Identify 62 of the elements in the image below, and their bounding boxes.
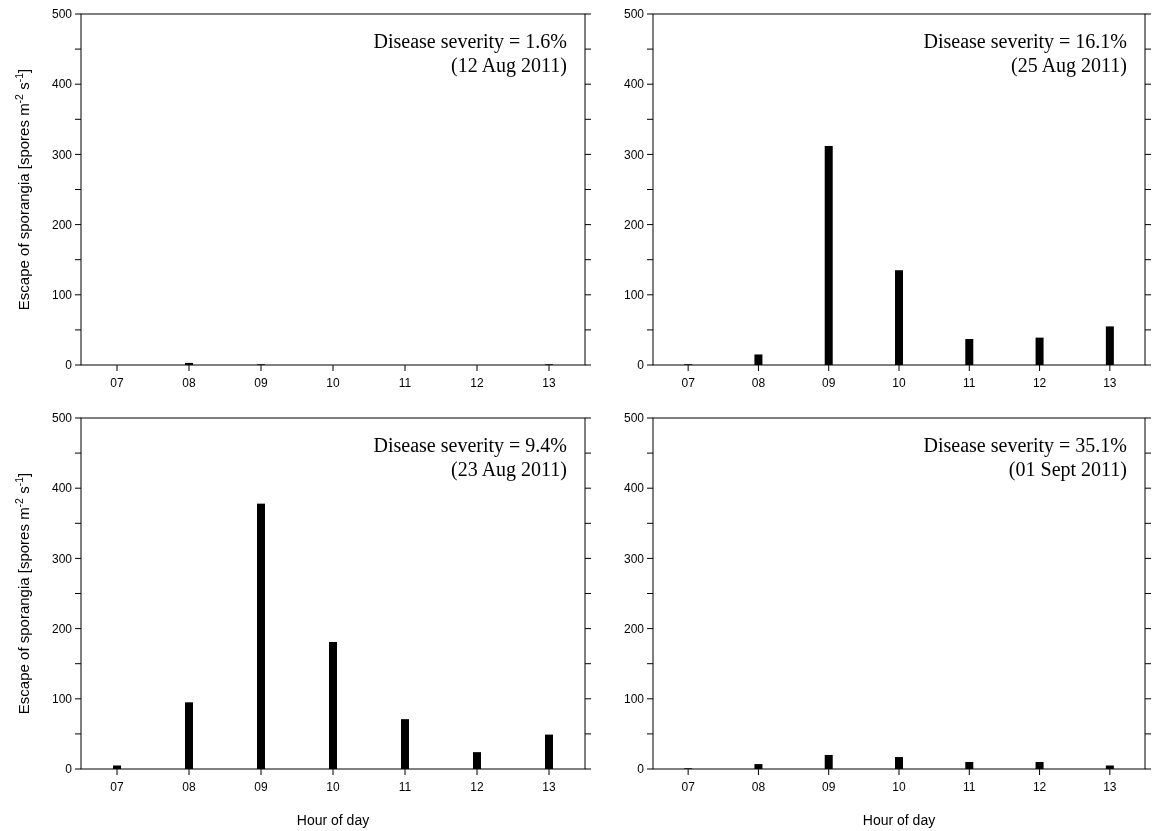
y-tick-label: 0 (65, 358, 73, 373)
y-tick-label: 200 (51, 621, 73, 636)
y-tick-label: 0 (637, 358, 645, 373)
annotation: (25 Aug 2011) (1011, 54, 1127, 77)
y-tick-label: 200 (51, 217, 73, 232)
x-tick-label: 11 (398, 780, 412, 794)
x-tick-label: 10 (326, 780, 340, 794)
y-tick-label: 100 (51, 288, 73, 302)
y-tick-label: 300 (623, 147, 645, 162)
x-tick-label: 13 (542, 780, 556, 794)
x-axis-title: Hour of day (862, 812, 936, 828)
y-tick-label: 500 (51, 7, 73, 22)
x-tick-label: 09 (254, 376, 268, 390)
x-tick-label: 11 (963, 780, 976, 794)
annotation: (01 Sept 2011) (1008, 458, 1127, 481)
y-tick-label: 0 (65, 762, 73, 777)
x-tick-label: 09 (254, 780, 268, 794)
x-tick-label: 09 (822, 780, 836, 794)
annotation: Disease severity = 16.1% (923, 30, 1127, 53)
y-tick-label: 400 (623, 481, 645, 496)
x-tick-label: 13 (1103, 780, 1117, 794)
y-tick-label: 500 (623, 7, 645, 22)
y-tick-label: 300 (51, 147, 73, 162)
x-tick-label: 11 (963, 376, 976, 390)
x-tick-label: 07 (681, 780, 696, 794)
y-tick-label: 400 (51, 481, 73, 496)
x-tick-label: 09 (822, 376, 836, 390)
annotation: Disease severity = 1.6% (373, 30, 567, 53)
x-axis-title: Hour of day (296, 812, 370, 828)
annotation: Disease severity = 35.1% (923, 434, 1127, 457)
y-tick-label: 100 (51, 692, 73, 706)
y-tick-label: 100 (623, 288, 645, 302)
x-tick-label: 10 (892, 780, 906, 794)
x-tick-label: 12 (470, 376, 484, 390)
x-tick-label: 07 (681, 376, 696, 390)
x-tick-label: 07 (110, 780, 124, 794)
x-tick-label: 13 (1103, 376, 1117, 390)
x-tick-label: 08 (182, 780, 196, 794)
x-tick-label: 12 (1032, 376, 1047, 390)
y-tick-label: 300 (51, 551, 73, 566)
y-tick-label: 200 (623, 621, 645, 636)
x-tick-label: 13 (542, 376, 556, 390)
y-tick-label: 300 (623, 551, 645, 566)
y-tick-label: 400 (623, 77, 645, 92)
y-tick-label: 100 (623, 692, 645, 706)
x-tick-label: 10 (892, 376, 906, 390)
x-tick-label: 08 (182, 376, 196, 390)
annotation: Disease severity = 9.4% (373, 434, 567, 457)
y-tick-label: 200 (623, 217, 645, 232)
annotation: (23 Aug 2011) (451, 458, 567, 481)
x-tick-label: 07 (110, 376, 124, 390)
y-tick-label: 500 (623, 411, 645, 426)
x-tick-label: 12 (1032, 780, 1047, 794)
x-tick-label: 08 (751, 780, 766, 794)
annotation: (12 Aug 2011) (451, 54, 567, 77)
x-tick-label: 11 (398, 376, 412, 390)
x-tick-label: 12 (470, 780, 484, 794)
y-tick-label: 500 (51, 411, 73, 426)
x-tick-label: 10 (326, 376, 340, 390)
x-tick-label: 08 (751, 376, 766, 390)
y-tick-label: 0 (637, 762, 645, 777)
y-tick-label: 400 (51, 77, 73, 92)
